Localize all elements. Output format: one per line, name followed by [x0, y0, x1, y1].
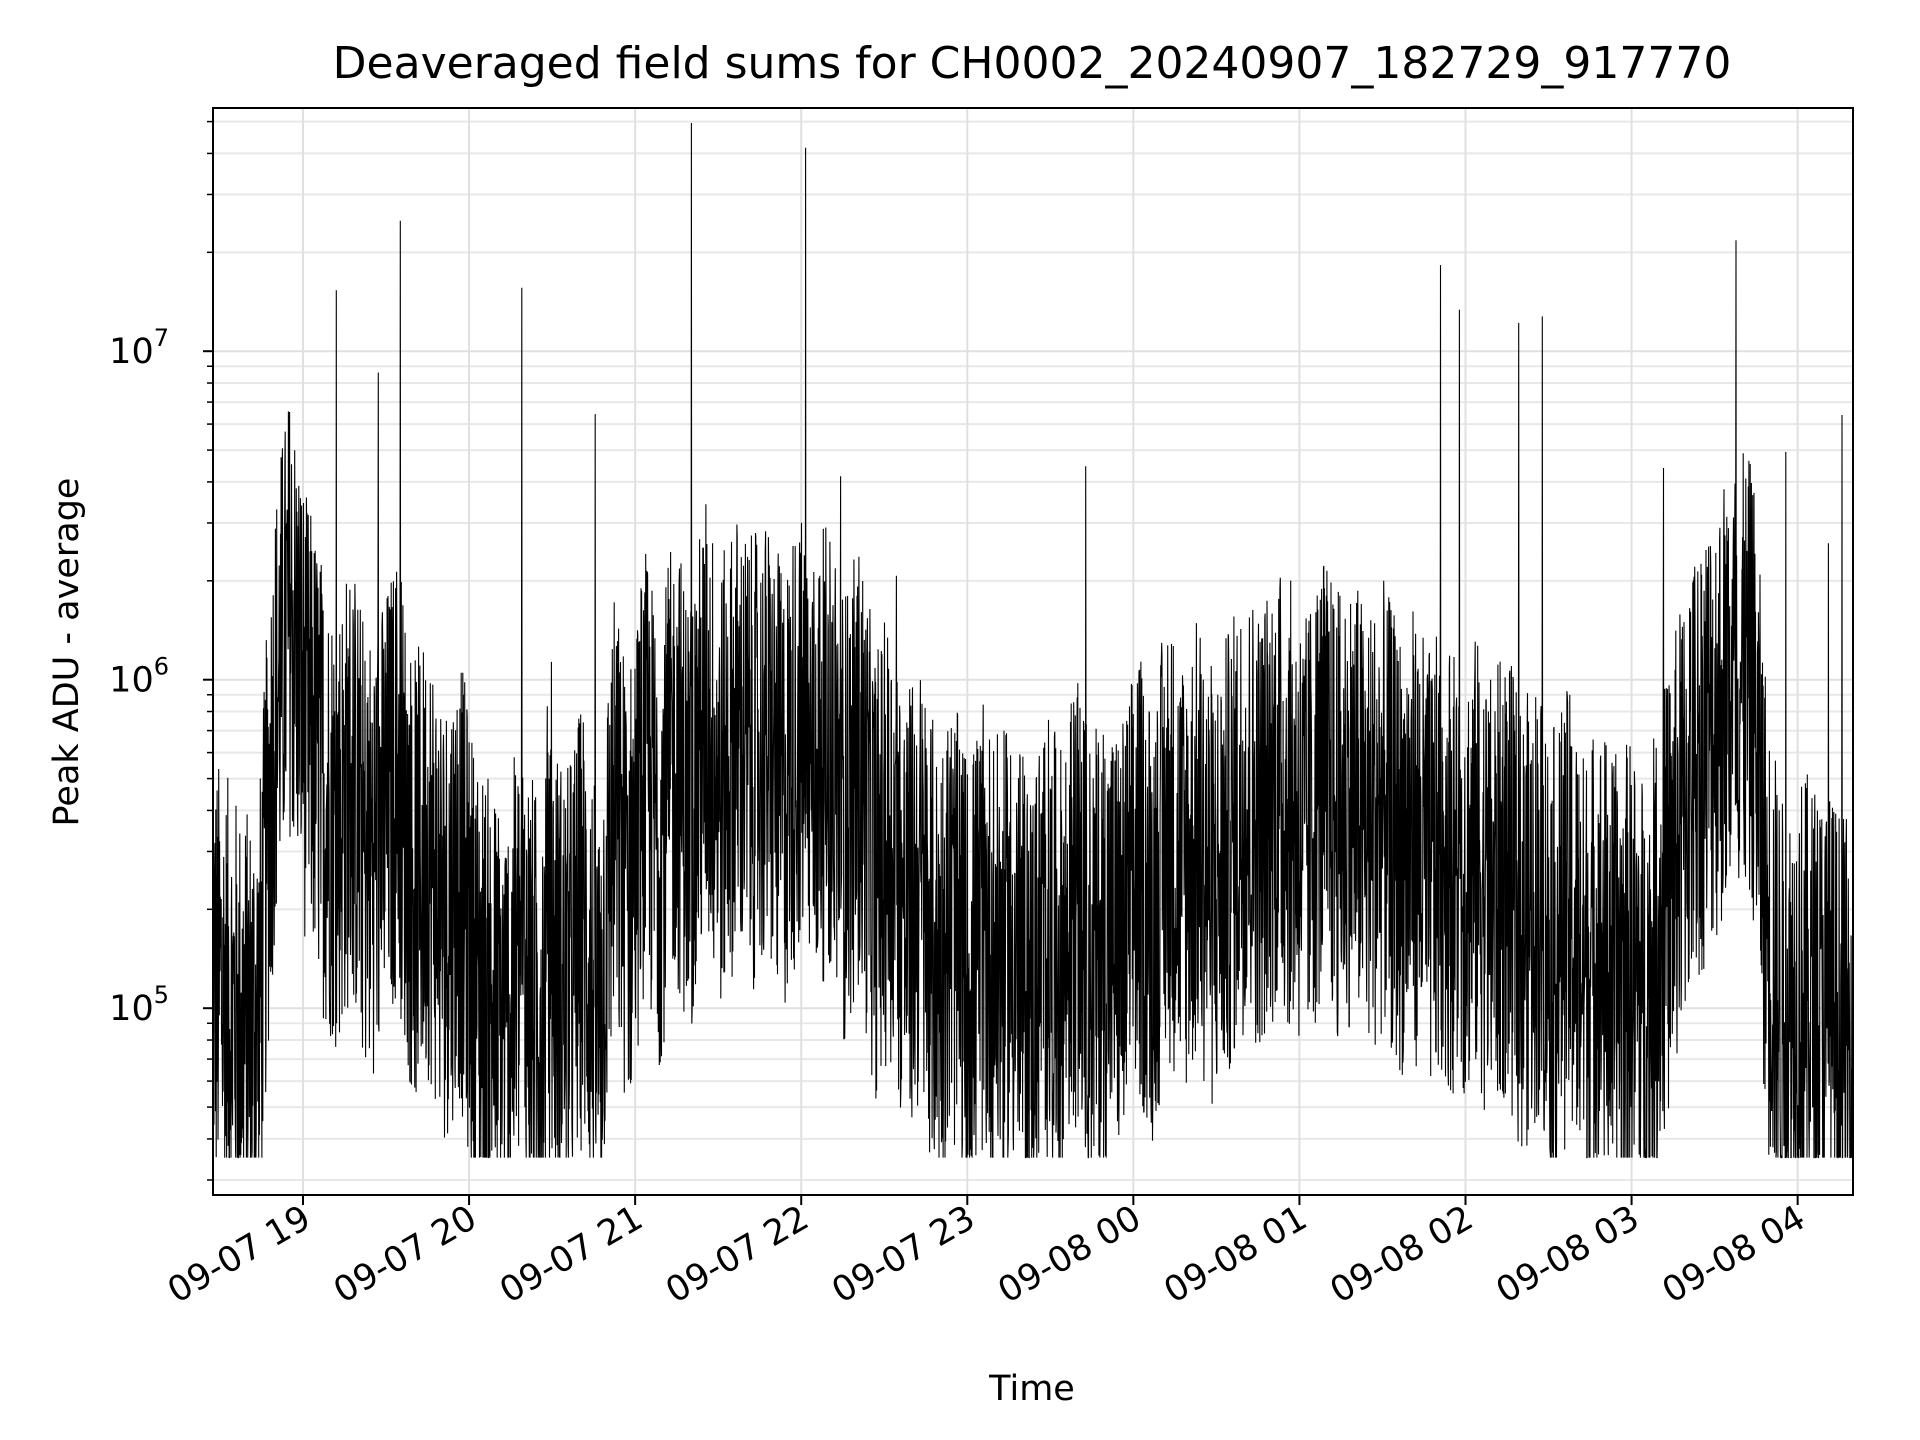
y-axis-label: Peak ADU - average [47, 478, 87, 827]
x-tick-label: 09-07 21 [493, 1198, 649, 1311]
x-tick-label: 09-08 01 [1158, 1198, 1314, 1311]
y-tick-label: 105 [109, 981, 169, 1029]
x-axis-label: Time [988, 1369, 1075, 1409]
plot-area [213, 122, 1853, 1159]
plot-frame [212, 107, 1854, 1196]
chart-title: Deaveraged field sums for CH0002_2024090… [333, 38, 1732, 89]
x-tick-label: 09-08 03 [1490, 1198, 1646, 1311]
x-tick-label: 09-07 20 [327, 1198, 483, 1311]
x-tick-label: 09-07 23 [825, 1198, 981, 1311]
series-line [213, 122, 1853, 1159]
x-tick-label: 09-08 04 [1656, 1198, 1812, 1311]
y-tick-label: 106 [109, 653, 169, 701]
x-tick-label: 09-08 00 [992, 1198, 1148, 1311]
x-tick-label: 09-07 22 [659, 1198, 815, 1311]
x-tick-label: 09-08 02 [1324, 1198, 1480, 1311]
x-tick-label: 09-07 19 [161, 1198, 317, 1311]
x-axis: 09-07 19 09-07 20 09-07 21 09-07 22 09-07 23… [161, 1195, 1812, 1311]
y-tick-label: 107 [109, 324, 169, 372]
y-axis: 105 106 107 [109, 120, 213, 1181]
